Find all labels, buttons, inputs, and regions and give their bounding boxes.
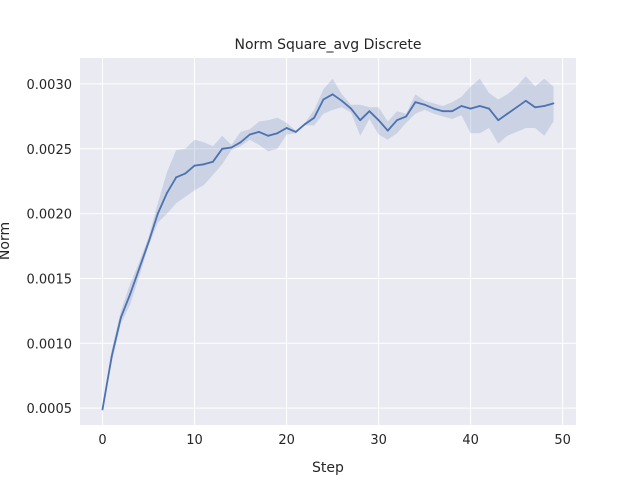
data-point — [294, 131, 297, 133]
data-point — [506, 112, 509, 115]
data-point — [285, 127, 288, 129]
data-point — [331, 93, 334, 96]
data-point — [552, 102, 555, 105]
data-point — [184, 172, 187, 175]
y-tick-label: 0.0025 — [27, 143, 73, 158]
data-point — [276, 132, 279, 135]
x-tick-label: 20 — [278, 433, 295, 448]
x-tick-label: 40 — [462, 433, 479, 448]
x-axis-label: Step — [312, 460, 344, 476]
data-point — [120, 316, 122, 319]
data-point — [524, 99, 527, 102]
data-point — [396, 119, 398, 122]
y-tick-label: 0.0015 — [27, 272, 73, 287]
x-tick-label: 50 — [554, 433, 571, 448]
chart-title: Norm Square_avg Discrete — [235, 37, 422, 53]
data-point — [267, 134, 270, 137]
data-point — [110, 355, 113, 358]
data-point — [313, 116, 316, 119]
data-point — [101, 408, 104, 411]
data-point — [478, 105, 481, 107]
data-point — [377, 119, 380, 122]
x-tick-label: 30 — [370, 433, 387, 448]
x-tick-labels: 0 10 20 30 40 50 — [98, 433, 571, 448]
data-point — [147, 241, 150, 244]
data-point — [138, 267, 141, 269]
data-point — [350, 107, 352, 110]
data-point — [451, 110, 454, 113]
data-point — [432, 107, 435, 110]
series-line — [101, 93, 554, 410]
data-point — [405, 115, 408, 118]
x-tick-label: 10 — [186, 433, 203, 448]
y-tick-label: 0.0020 — [27, 208, 73, 223]
data-point — [368, 110, 371, 113]
data-point — [166, 191, 168, 194]
data-point — [488, 107, 490, 110]
data-point — [497, 119, 500, 122]
data-point — [386, 129, 389, 132]
data-point — [543, 105, 546, 107]
data-point — [534, 106, 536, 109]
data-point — [175, 176, 178, 179]
y-tick-label: 0.0010 — [27, 337, 73, 352]
y-tick-label: 0.0030 — [27, 78, 73, 93]
data-point — [414, 101, 417, 103]
data-point — [230, 146, 233, 149]
data-points — [101, 93, 555, 411]
data-point — [239, 141, 242, 144]
data-point — [423, 103, 426, 106]
data-point — [460, 105, 463, 107]
data-point — [359, 119, 362, 122]
y-axis-label: Norm — [0, 222, 13, 260]
data-point — [442, 110, 444, 113]
data-point — [469, 107, 472, 110]
data-point — [248, 133, 251, 136]
data-point — [258, 131, 260, 133]
data-point — [304, 123, 306, 126]
data-point — [340, 99, 343, 102]
data-point — [221, 147, 224, 150]
data-point — [212, 160, 214, 163]
y-tick-label: 0.0005 — [27, 402, 73, 417]
data-point — [193, 164, 196, 167]
data-point — [129, 293, 132, 295]
data-point — [156, 212, 159, 215]
data-point — [515, 106, 518, 109]
x-tick-label: 0 — [98, 433, 106, 448]
data-point — [322, 98, 325, 101]
y-gridlines — [80, 83, 576, 409]
plot-background — [80, 58, 576, 425]
data-point — [202, 163, 205, 166]
y-tick-labels: 0.0005 0.0010 0.0015 0.0020 0.0025 0.0030 — [27, 78, 73, 417]
